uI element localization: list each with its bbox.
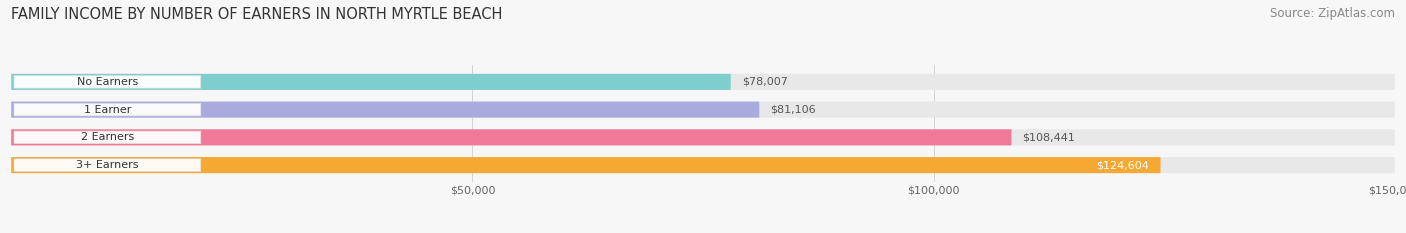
FancyBboxPatch shape <box>11 74 731 90</box>
FancyBboxPatch shape <box>11 157 1160 173</box>
Text: $108,441: $108,441 <box>1022 132 1076 142</box>
Text: $81,106: $81,106 <box>770 105 815 115</box>
Text: FAMILY INCOME BY NUMBER OF EARNERS IN NORTH MYRTLE BEACH: FAMILY INCOME BY NUMBER OF EARNERS IN NO… <box>11 7 502 22</box>
FancyBboxPatch shape <box>11 129 1011 145</box>
FancyBboxPatch shape <box>14 103 201 116</box>
FancyBboxPatch shape <box>11 129 1395 145</box>
Text: $78,007: $78,007 <box>742 77 787 87</box>
FancyBboxPatch shape <box>14 76 201 88</box>
Text: No Earners: No Earners <box>77 77 138 87</box>
Text: 2 Earners: 2 Earners <box>80 132 134 142</box>
FancyBboxPatch shape <box>14 131 201 144</box>
FancyBboxPatch shape <box>11 102 1395 118</box>
Text: 3+ Earners: 3+ Earners <box>76 160 139 170</box>
Text: $124,604: $124,604 <box>1097 160 1150 170</box>
FancyBboxPatch shape <box>11 102 759 118</box>
FancyBboxPatch shape <box>11 157 1395 173</box>
FancyBboxPatch shape <box>14 159 201 171</box>
Text: Source: ZipAtlas.com: Source: ZipAtlas.com <box>1270 7 1395 20</box>
Text: 1 Earner: 1 Earner <box>84 105 131 115</box>
FancyBboxPatch shape <box>11 74 1395 90</box>
